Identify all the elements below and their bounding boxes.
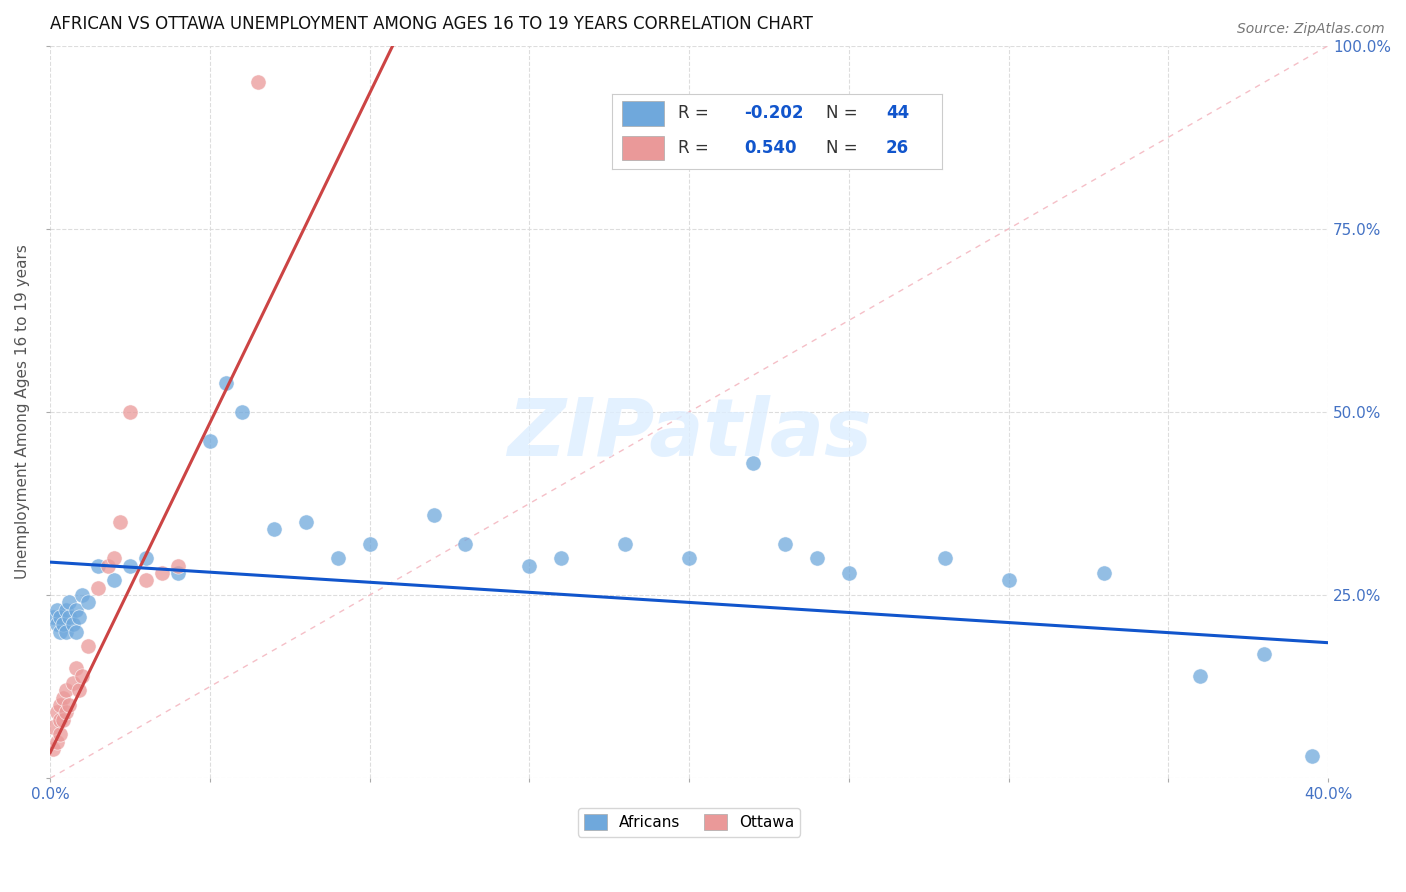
Text: 44: 44: [886, 104, 910, 122]
Point: [359, 537, 381, 551]
Point: [614, 537, 637, 551]
Point: [55, 683, 77, 698]
Text: -0.202: -0.202: [744, 104, 803, 122]
Text: AFRICAN VS OTTAWA UNEMPLOYMENT AMONG AGES 16 TO 19 YEARS CORRELATION CHART: AFRICAN VS OTTAWA UNEMPLOYMENT AMONG AGE…: [51, 15, 813, 33]
Point: [65, 624, 87, 639]
Point: [55, 603, 77, 617]
Point: [62, 617, 84, 632]
Point: [52, 617, 75, 632]
FancyBboxPatch shape: [621, 101, 665, 126]
Point: [77, 640, 100, 654]
Point: [806, 551, 828, 566]
Point: [87, 581, 110, 595]
Point: [167, 566, 190, 580]
Point: [519, 558, 541, 573]
Point: [1189, 668, 1212, 682]
Point: [97, 558, 120, 573]
Point: [65, 603, 87, 617]
Point: [48, 610, 70, 624]
Point: [422, 508, 444, 522]
Point: [454, 537, 477, 551]
Text: ZIPatlas: ZIPatlas: [506, 395, 872, 473]
Point: [231, 405, 253, 419]
Point: [45, 603, 67, 617]
Point: [48, 624, 70, 639]
Point: [198, 434, 221, 449]
Point: [87, 558, 110, 573]
Point: [246, 75, 269, 89]
Point: [52, 713, 75, 727]
Point: [326, 551, 349, 566]
Point: [103, 551, 125, 566]
Point: [1301, 749, 1323, 764]
Point: [838, 566, 860, 580]
Point: [45, 734, 67, 748]
Point: [118, 558, 141, 573]
Point: [1253, 647, 1275, 661]
Point: [45, 706, 67, 720]
Point: [55, 706, 77, 720]
Point: [773, 537, 796, 551]
Text: N =: N =: [827, 104, 863, 122]
Point: [294, 515, 316, 529]
Point: [215, 376, 238, 390]
Point: [103, 574, 125, 588]
Text: 0.540: 0.540: [744, 139, 796, 157]
Point: [48, 727, 70, 741]
Point: [1094, 566, 1116, 580]
Point: [58, 610, 80, 624]
FancyBboxPatch shape: [621, 136, 665, 161]
Point: [58, 698, 80, 712]
Legend: Africans, Ottawa: Africans, Ottawa: [578, 808, 800, 837]
Point: [48, 713, 70, 727]
Point: [42, 742, 65, 756]
Text: 26: 26: [886, 139, 908, 157]
Point: [118, 405, 141, 419]
Point: [135, 551, 157, 566]
Point: [70, 588, 93, 602]
Point: [58, 595, 80, 609]
Point: [62, 676, 84, 690]
Point: [742, 456, 765, 470]
Text: R =: R =: [678, 139, 714, 157]
Point: [934, 551, 956, 566]
Point: [67, 683, 90, 698]
Point: [263, 522, 285, 536]
Text: R =: R =: [678, 104, 714, 122]
Point: [55, 624, 77, 639]
Point: [77, 595, 100, 609]
Point: [550, 551, 572, 566]
Text: Source: ZipAtlas.com: Source: ZipAtlas.com: [1237, 22, 1385, 37]
Point: [150, 566, 173, 580]
Point: [135, 574, 157, 588]
Point: [678, 551, 700, 566]
Y-axis label: Unemployment Among Ages 16 to 19 years: Unemployment Among Ages 16 to 19 years: [15, 244, 30, 580]
Point: [70, 668, 93, 682]
Point: [42, 610, 65, 624]
Point: [997, 574, 1019, 588]
Point: [48, 698, 70, 712]
Text: N =: N =: [827, 139, 863, 157]
Point: [67, 610, 90, 624]
Point: [110, 515, 132, 529]
Point: [45, 617, 67, 632]
Point: [42, 720, 65, 734]
Point: [167, 558, 190, 573]
Point: [65, 661, 87, 675]
Point: [52, 690, 75, 705]
